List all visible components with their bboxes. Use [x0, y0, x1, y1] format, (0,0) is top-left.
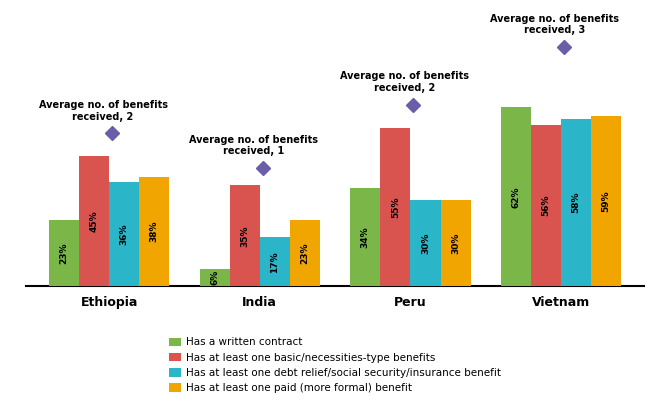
Bar: [49, 220, 79, 286]
Text: 35%: 35%: [240, 225, 249, 247]
Text: 23%: 23%: [300, 243, 309, 264]
Text: Average no. of benefits
received, 2: Average no. of benefits received, 2: [340, 72, 469, 93]
Text: 62%: 62%: [511, 186, 520, 208]
Text: 30%: 30%: [451, 232, 460, 254]
Bar: [109, 182, 139, 286]
Text: Average no. of benefits
received, 1: Average no. of benefits received, 1: [189, 135, 318, 157]
Bar: [411, 200, 440, 286]
Bar: [139, 177, 170, 286]
Text: 34%: 34%: [361, 227, 370, 248]
Text: 17%: 17%: [270, 251, 279, 272]
Legend: Has a written contract, Has at least one basic/necessities-type benefits, Has at: Has a written contract, Has at least one…: [166, 334, 505, 396]
Bar: [79, 157, 109, 286]
Text: 38%: 38%: [150, 221, 159, 242]
Text: 59%: 59%: [602, 191, 611, 212]
Bar: [591, 116, 622, 286]
Text: Average no. of benefits
received, 2: Average no. of benefits received, 2: [39, 100, 168, 122]
Bar: [380, 128, 411, 286]
Text: Average no. of benefits
received, 3: Average no. of benefits received, 3: [491, 14, 620, 35]
Text: 36%: 36%: [120, 224, 129, 245]
Text: 56%: 56%: [541, 195, 551, 216]
Text: 30%: 30%: [421, 232, 430, 254]
Bar: [200, 269, 230, 286]
Bar: [561, 119, 591, 286]
Bar: [290, 220, 320, 286]
Text: 55%: 55%: [391, 196, 400, 218]
Bar: [230, 185, 260, 286]
Bar: [440, 200, 470, 286]
Text: 45%: 45%: [89, 211, 99, 232]
Text: 58%: 58%: [572, 192, 581, 213]
Text: 23%: 23%: [59, 243, 68, 264]
Bar: [531, 125, 561, 286]
Bar: [350, 188, 380, 286]
Bar: [260, 237, 290, 286]
Text: 6%: 6%: [210, 270, 219, 285]
Bar: [501, 108, 531, 286]
